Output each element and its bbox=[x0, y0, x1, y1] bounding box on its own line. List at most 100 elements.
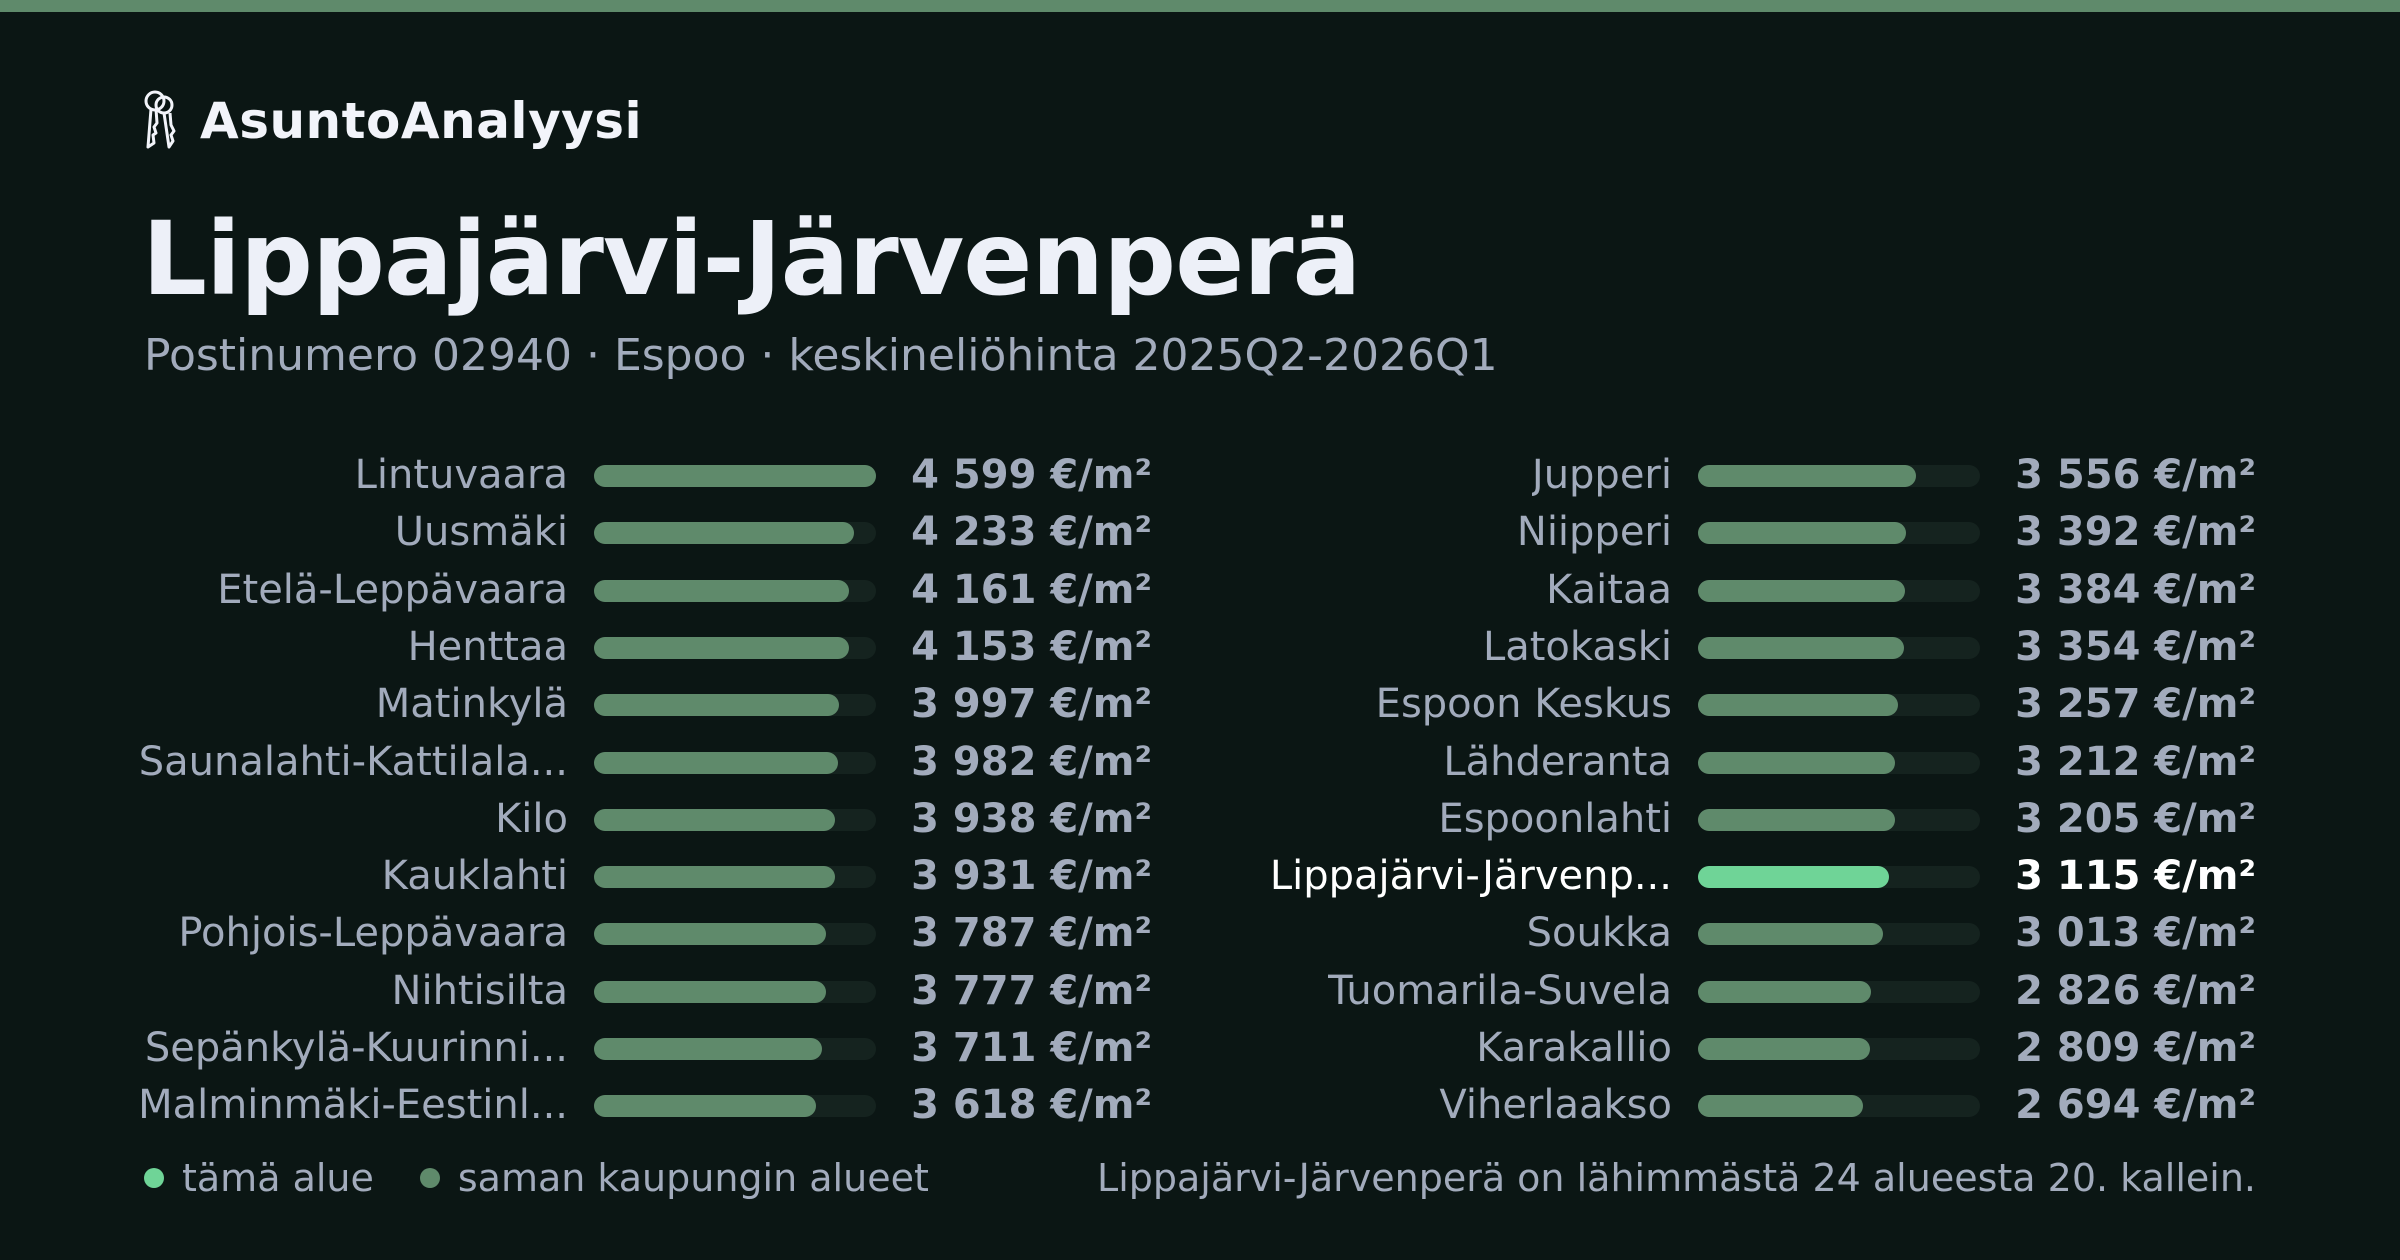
bar-track bbox=[1698, 923, 1980, 946]
bar-label: Karakallio bbox=[1476, 1025, 1672, 1071]
bar-value-label: 3 013 €/m² bbox=[2015, 910, 2256, 957]
bar-track bbox=[594, 465, 876, 487]
brand-name: AsuntoAnalyysi bbox=[200, 92, 643, 150]
bar-label: Kilo bbox=[495, 795, 568, 842]
bar-value-label: 3 556 €/m² bbox=[2015, 452, 2256, 498]
bar-row: Espoonlahti 3 205 €/m² bbox=[1104, 791, 2304, 848]
bar bbox=[1698, 465, 1916, 487]
bar-label: Uusmäki bbox=[394, 509, 568, 556]
bar-label: Nihtisilta bbox=[391, 967, 568, 1014]
bar-track bbox=[594, 694, 876, 717]
bar-track bbox=[594, 1038, 876, 1060]
bar-value-label: 3 212 €/m² bbox=[2015, 738, 2256, 785]
bar-value-label: 2 809 €/m² bbox=[2015, 1025, 2256, 1071]
top-accent-bar bbox=[0, 0, 2400, 12]
bar bbox=[1698, 923, 1883, 946]
bar-label: Kauklahti bbox=[381, 853, 568, 900]
bar-row: Kaitaa 3 384 €/m² bbox=[1104, 562, 2304, 619]
bar-row: Lintuvaara 4 599 €/m² bbox=[0, 447, 1200, 504]
bar-label: Soukka bbox=[1526, 910, 1672, 957]
bar-value-label: 3 931 €/m² bbox=[911, 853, 1152, 900]
bar-row: Malminmäki-Eestinl... 3 618 €/m² bbox=[0, 1077, 1200, 1134]
bar-value-label: 3 982 €/m² bbox=[911, 738, 1152, 785]
bar bbox=[594, 923, 826, 946]
bar-track bbox=[1698, 636, 1980, 659]
bar bbox=[1698, 866, 1889, 889]
bar-label: Sepänkylä-Kuurinni... bbox=[144, 1025, 568, 1071]
bar bbox=[1698, 579, 1905, 602]
bar-value-label: 4 153 €/m² bbox=[911, 623, 1152, 670]
bar-label: Kaitaa bbox=[1546, 566, 1672, 613]
bar bbox=[594, 694, 839, 717]
bar-value-label: 3 938 €/m² bbox=[911, 795, 1152, 842]
legend: tämä alue saman kaupungin alueet bbox=[144, 1150, 929, 1206]
bar-track bbox=[1698, 579, 1980, 602]
bar-label: Lippajärvi-Järvenp... bbox=[1269, 853, 1672, 900]
bar-row: Viherlaakso 2 694 €/m² bbox=[1104, 1077, 2304, 1134]
bar bbox=[594, 636, 849, 659]
bar-row: Karakallio 2 809 €/m² bbox=[1104, 1020, 2304, 1077]
page-subtitle: Postinumero 02940 · Espoo · keskineliöhi… bbox=[144, 330, 1498, 381]
bar-value-label: 4 599 €/m² bbox=[911, 452, 1152, 498]
bar-row: Lippajärvi-Järvenp... 3 115 €/m² bbox=[1104, 848, 2304, 905]
bar bbox=[1698, 636, 1904, 659]
bar bbox=[1698, 1038, 1870, 1060]
bar-track bbox=[594, 636, 876, 659]
bar-row: Latokaski 3 354 €/m² bbox=[1104, 619, 2304, 676]
bar bbox=[594, 1038, 822, 1060]
bar-value-label: 3 115 €/m² bbox=[2015, 853, 2256, 900]
bar bbox=[594, 808, 835, 831]
bar-track bbox=[1698, 1095, 1980, 1118]
bar-row: Kilo 3 938 €/m² bbox=[0, 791, 1200, 848]
bar-track bbox=[594, 1095, 876, 1118]
bar-label: Malminmäki-Eestinl... bbox=[138, 1082, 568, 1129]
bar-row: Pohjois-Leppävaara 3 787 €/m² bbox=[0, 905, 1200, 962]
bar-label: Henttaa bbox=[407, 623, 568, 670]
bar-value-label: 3 711 €/m² bbox=[911, 1025, 1152, 1071]
bar bbox=[594, 522, 854, 545]
bar-track bbox=[594, 980, 876, 1003]
bar-value-label: 4 161 €/m² bbox=[911, 566, 1152, 613]
bar-label: Lähderanta bbox=[1443, 738, 1672, 785]
bar-value-label: 3 205 €/m² bbox=[2015, 795, 2256, 842]
bar bbox=[1698, 808, 1895, 831]
bar-label: Espoon Keskus bbox=[1375, 681, 1672, 728]
bar-value-label: 2 694 €/m² bbox=[2015, 1082, 2256, 1129]
bar-track bbox=[1698, 866, 1980, 889]
bar-row: Tuomarila-Suvela 2 826 €/m² bbox=[1104, 963, 2304, 1020]
bar-row: Kauklahti 3 931 €/m² bbox=[0, 848, 1200, 905]
bar-track bbox=[1698, 522, 1980, 545]
bar-track bbox=[1698, 808, 1980, 831]
bar-row: Etelä-Leppävaara 4 161 €/m² bbox=[0, 562, 1200, 619]
bar bbox=[1698, 751, 1895, 774]
bar-value-label: 3 384 €/m² bbox=[2015, 566, 2256, 613]
bar-value-label: 3 354 €/m² bbox=[2015, 623, 2256, 670]
bar-track bbox=[594, 579, 876, 602]
bar-row: Niipperi 3 392 €/m² bbox=[1104, 504, 2304, 561]
bar-track bbox=[1698, 980, 1980, 1003]
bar-row: Lähderanta 3 212 €/m² bbox=[1104, 734, 2304, 791]
bar-track bbox=[594, 808, 876, 831]
bar-row: Sepänkylä-Kuurinni... 3 711 €/m² bbox=[0, 1020, 1200, 1077]
bar-value-label: 4 233 €/m² bbox=[911, 509, 1152, 556]
bar-row: Espoon Keskus 3 257 €/m² bbox=[1104, 676, 2304, 733]
bar-label: Tuomarila-Suvela bbox=[1328, 967, 1672, 1014]
brand[interactable]: AsuntoAnalyysi bbox=[140, 88, 642, 154]
bar-track bbox=[594, 522, 876, 545]
bar-track bbox=[594, 923, 876, 946]
bar-track bbox=[1698, 751, 1980, 774]
legend-dot-same-city bbox=[419, 1168, 440, 1188]
bar-value-label: 3 787 €/m² bbox=[911, 910, 1152, 957]
bar-track bbox=[1698, 694, 1980, 717]
rank-footnote: Lippajärvi-Järvenperä on lähimmästä 24 a… bbox=[1097, 1156, 2256, 1200]
bar-label: Pohjois-Leppävaara bbox=[178, 910, 568, 957]
legend-dot-this-area bbox=[144, 1168, 164, 1188]
bar-row: Soukka 3 013 €/m² bbox=[1104, 905, 2304, 962]
keys-icon bbox=[144, 90, 176, 149]
bar-label: Viherlaakso bbox=[1439, 1082, 1672, 1129]
bar-value-label: 3 777 €/m² bbox=[911, 967, 1152, 1014]
bar bbox=[1698, 522, 1906, 545]
bar bbox=[594, 866, 835, 889]
bar-label: Saunalahti-Kattilala... bbox=[138, 738, 568, 785]
page-title: Lippajärvi-Järvenperä bbox=[142, 200, 1361, 319]
